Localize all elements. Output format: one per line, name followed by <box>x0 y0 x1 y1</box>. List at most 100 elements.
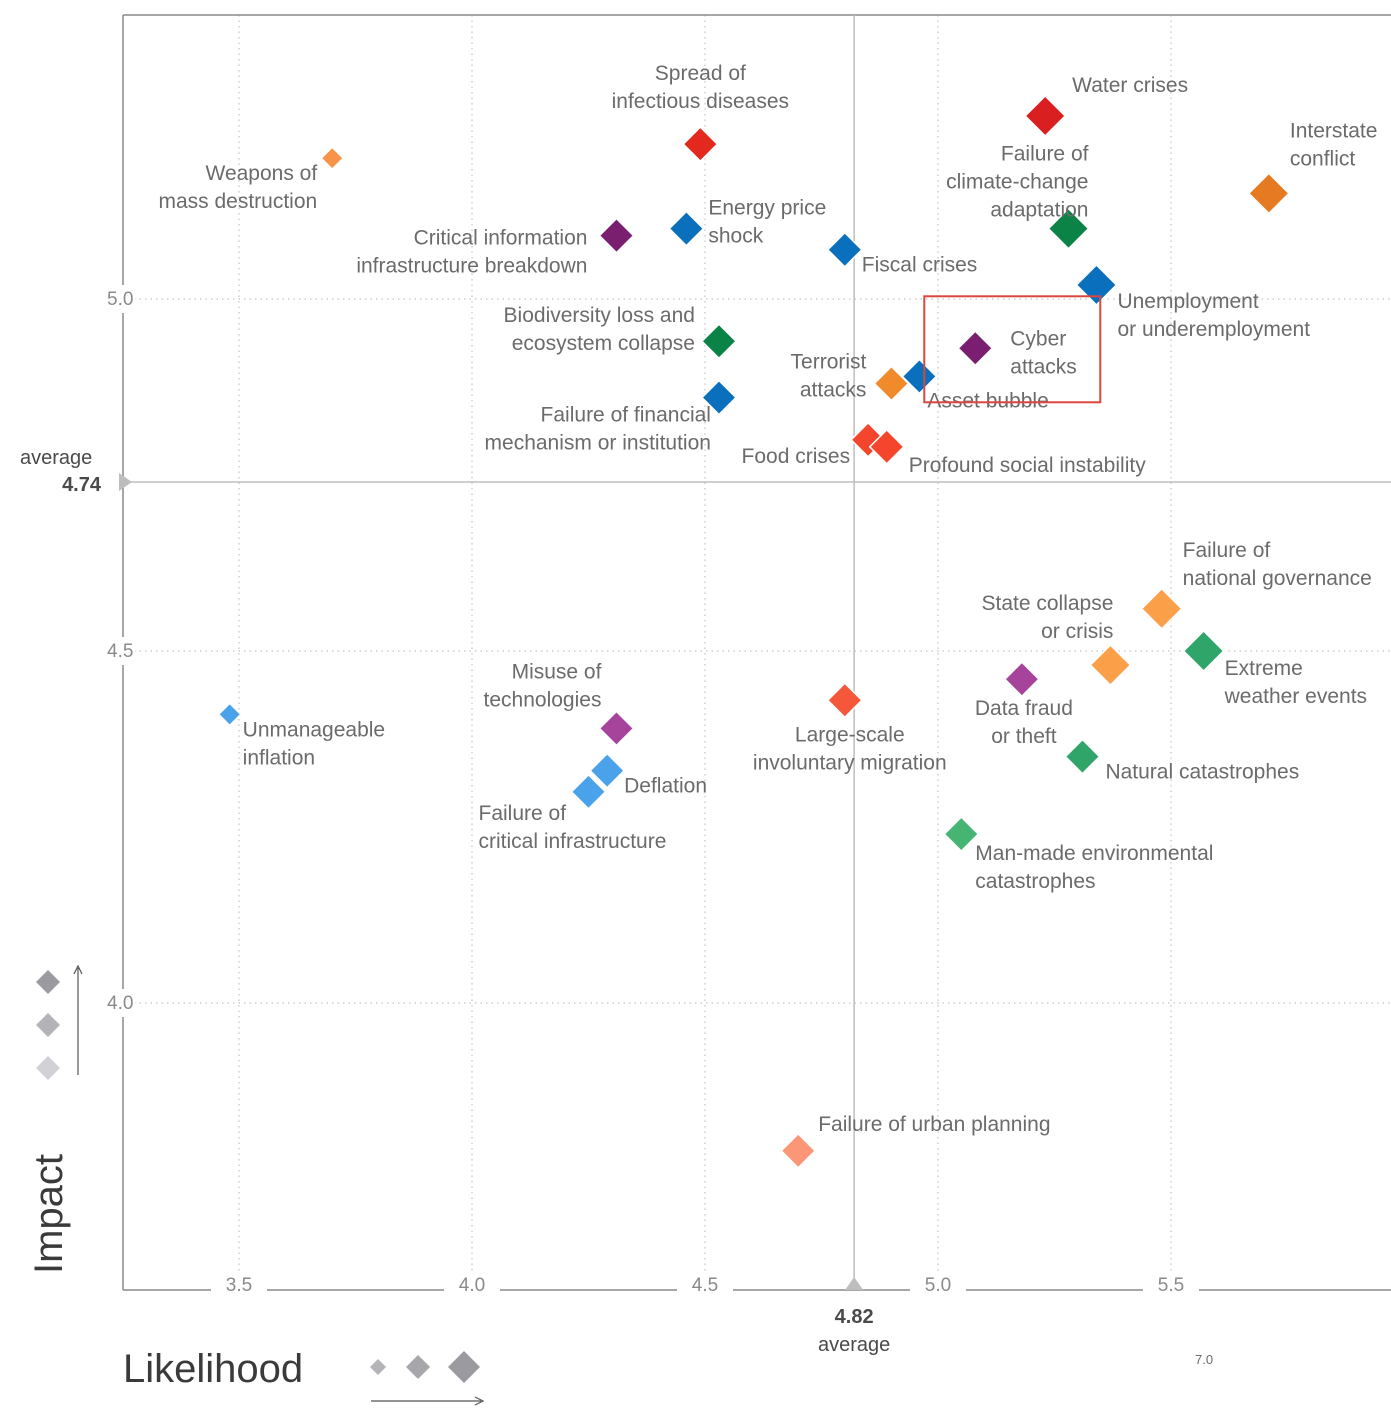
risk-label: Man-made environmental catastrophes <box>975 842 1213 893</box>
risk-label: Critical information infrastructure break… <box>356 227 587 278</box>
risk-point: Man-made environmental catastrophes <box>943 815 1213 893</box>
x-tick-gap <box>910 1274 966 1294</box>
x-tick-gap <box>677 1274 733 1294</box>
risk-point: Food crises <box>742 421 887 468</box>
y-tick-gap <box>119 637 135 665</box>
likelihood-size-icon-medium <box>406 1355 430 1379</box>
risk-label-line: Food crises <box>742 445 851 468</box>
risk-label: Food crises <box>742 445 851 468</box>
risk-label-line: infectious diseases <box>612 90 789 113</box>
risk-label-line: conflict <box>1290 147 1356 170</box>
risk-diamond <box>901 358 938 395</box>
risk-label-line: national governance <box>1183 567 1372 590</box>
risk-label-line: Large-scale <box>795 723 905 746</box>
average-markers: 4.82 average average 4.74 <box>20 15 1391 1356</box>
risk-label-line: Deflation <box>624 775 707 798</box>
risk-label-line: climate-change <box>946 171 1088 194</box>
y-tick-label: 4.0 <box>107 993 133 1014</box>
risk-label-line: Energy price <box>708 197 826 220</box>
risk-diamond <box>826 682 863 719</box>
average-likelihood-marker <box>845 1277 864 1290</box>
risk-label-line: Failure of financial <box>541 404 711 427</box>
impact-arrow-head <box>73 964 83 975</box>
risk-label-line: adaptation <box>990 199 1088 222</box>
risk-label: Weapons of mass destruction <box>158 162 317 213</box>
risk-diamond <box>320 146 345 171</box>
risk-point: State collapse or crisis <box>981 592 1132 687</box>
risk-diamond <box>217 702 242 727</box>
risk-label-line: State collapse <box>981 592 1113 615</box>
cyber-attacks-highlight <box>923 295 1102 404</box>
x-tick-gap <box>444 1274 500 1294</box>
risk-label: Natural catastrophes <box>1105 761 1299 784</box>
tick-labels: 3.5 4.0 4.5 5.0 5.5 5.0 4.5 4.0 <box>107 285 1199 1296</box>
risk-diamond <box>598 710 635 747</box>
risk-diamond <box>1064 738 1101 775</box>
risk-point: Large-scale involuntary migration <box>753 682 947 774</box>
risk-label: Failure of national governance <box>1183 539 1372 590</box>
risk-diamond <box>1075 263 1118 306</box>
risk-point: Unmanageable inflation <box>217 702 385 769</box>
risk-point: Misuse of technologies <box>484 660 635 747</box>
risk-label: Biodiversity loss and ecosystem collapse <box>504 304 695 355</box>
risk-label-line: Profound social instability <box>909 454 1146 477</box>
risk-point: Terrorist attacks <box>791 350 910 402</box>
risk-label-line: ecosystem collapse <box>512 332 695 355</box>
risk-point: Fiscal crises <box>826 231 977 277</box>
risk-diamond <box>589 752 626 789</box>
x-axis-title: Likelihood <box>123 1347 303 1391</box>
risk-diamond <box>700 323 738 360</box>
risk-diamond <box>668 210 705 247</box>
x-tick-label: 4.0 <box>459 1275 485 1296</box>
risk-label-line: Terrorist <box>791 350 867 373</box>
risk-label-line: Spread of <box>655 62 746 85</box>
risk-label-line: Data fraud <box>975 697 1073 720</box>
risk-label: Data fraud or theft <box>975 697 1073 748</box>
risk-label-line: Asset bubble <box>927 389 1048 412</box>
risk-label: Large-scale involuntary migration <box>753 723 947 774</box>
risk-label: Failure of climate-change adaptation <box>946 143 1089 222</box>
risk-point: Failure of climate-change adaptation <box>946 143 1090 250</box>
risk-point: Profound social instability <box>868 428 1146 477</box>
data-points: Weapons of mass destruction Spread of infec… <box>158 62 1377 1169</box>
risk-label-line: Cyber <box>1010 327 1066 350</box>
impact-size-icon-large <box>36 970 60 994</box>
risk-label-line: Unmanageable <box>243 718 385 741</box>
risk-label: State collapse or crisis <box>981 592 1113 643</box>
corner-note: 7.0 <box>1195 1352 1213 1367</box>
risk-point: Cyber attacks <box>957 327 1077 378</box>
risk-label-line: Weapons of <box>206 162 318 185</box>
risk-label-line: Failure of <box>479 802 567 825</box>
risk-point: Unemployment or underemployment <box>1075 263 1310 341</box>
average-impact-value: 4.74 <box>62 474 102 496</box>
risk-label: Failure of critical infrastructure <box>479 802 667 853</box>
average-impact-word: average <box>20 447 92 469</box>
average-likelihood-word: average <box>818 1334 890 1356</box>
x-tick-gap <box>211 1274 267 1294</box>
risk-label-line: involuntary migration <box>753 751 947 774</box>
risk-point: Failure of urban planning <box>780 1113 1051 1169</box>
risk-label: Terrorist attacks <box>791 350 867 401</box>
x-tick-label: 5.5 <box>1158 1275 1184 1296</box>
risk-point: Data fraud or theft <box>975 661 1073 748</box>
risk-label: Failure of financial mechanism or institu… <box>485 404 711 455</box>
risk-label-line: critical infrastructure <box>479 830 667 853</box>
risk-label: Unemployment or underemployment <box>1117 290 1310 341</box>
highlight-box <box>923 295 1102 404</box>
risk-label: Asset bubble <box>927 389 1048 412</box>
risk-label: Extreme weather events <box>1224 657 1367 708</box>
average-impact-marker <box>119 473 132 492</box>
x-tick-label: 5.0 <box>925 1275 951 1296</box>
x-tick-gap <box>1143 1274 1199 1294</box>
risk-label-line: catastrophes <box>975 870 1095 893</box>
risk-label-line: Biodiversity loss and <box>504 304 695 327</box>
risk-label-line: or theft <box>991 725 1057 748</box>
risk-point: Biodiversity loss and ecosystem collapse <box>504 304 738 360</box>
risk-diamond <box>682 126 719 163</box>
risk-diamond <box>868 428 905 465</box>
risk-point: Asset bubble <box>901 358 1049 412</box>
risk-diamond <box>943 815 980 853</box>
likelihood-arrow-head <box>474 1396 485 1406</box>
x-tick-label: 3.5 <box>226 1275 252 1296</box>
